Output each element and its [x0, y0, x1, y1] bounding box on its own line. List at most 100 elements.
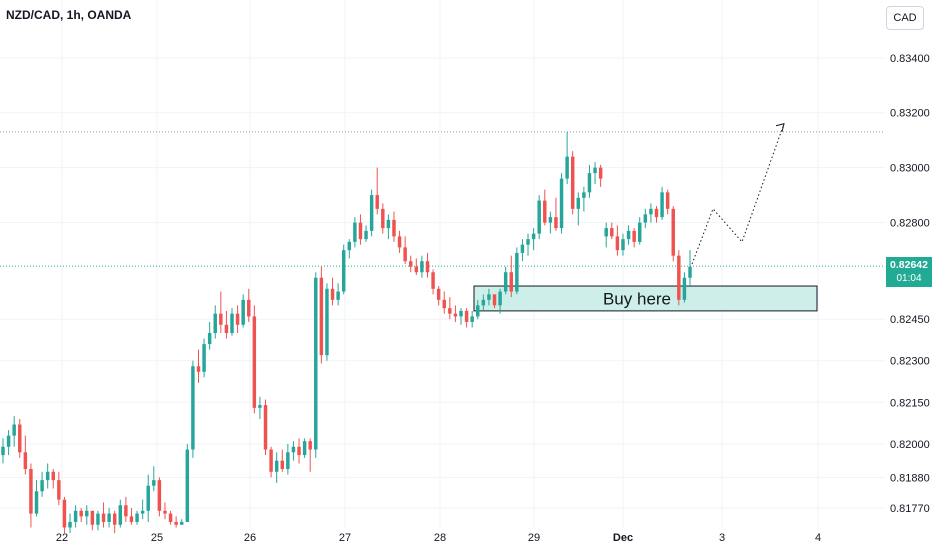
candle-body	[425, 261, 430, 273]
projection-line	[691, 123, 785, 265]
y-tick-label: 0.82000	[890, 439, 930, 451]
candle-body	[12, 424, 16, 436]
candle-body	[90, 510, 95, 525]
candle-body	[353, 222, 357, 242]
y-tick-label: 0.83000	[890, 163, 930, 175]
candle-body	[263, 405, 268, 450]
candle-body	[677, 255, 681, 300]
candle-body	[397, 236, 402, 248]
candle-body	[62, 499, 67, 528]
candle-body	[582, 192, 586, 198]
candle-body	[470, 316, 474, 322]
candle-body	[632, 230, 636, 242]
candle-body	[79, 510, 83, 517]
candle-body	[520, 244, 525, 253]
candle-body	[258, 405, 262, 408]
candle-body	[341, 250, 346, 292]
candle-body	[638, 222, 642, 242]
candle-body	[464, 310, 469, 322]
candle-body	[615, 236, 620, 251]
candle-body	[280, 460, 284, 469]
candle-body	[537, 200, 541, 234]
candle-body	[671, 208, 675, 256]
candle-body	[129, 516, 134, 522]
y-axis[interactable]: 0.83400 0.83200 0.83000 0.82800 0.82450 0.823…	[890, 53, 930, 515]
buy-zone[interactable]: Buy here	[473, 285, 818, 312]
candle-body	[526, 239, 530, 245]
candle-body	[654, 208, 659, 218]
candle-body	[381, 208, 385, 229]
candle-body	[118, 505, 123, 525]
candle-body	[492, 294, 497, 306]
candle-body	[476, 305, 480, 317]
candle-body	[610, 228, 614, 237]
candle-body	[660, 192, 664, 218]
price-levels	[0, 131, 885, 267]
candle-body	[73, 510, 78, 522]
candle-body	[453, 313, 458, 317]
y-tick-label: 0.81880	[890, 472, 930, 484]
candle-body	[487, 294, 491, 300]
candle-body	[509, 272, 513, 292]
candle-body	[386, 219, 391, 229]
candle-body	[269, 449, 273, 472]
candle-body	[241, 299, 245, 325]
x-axis[interactable]: 22 25 26 27 28 29 Dec 3 4	[56, 532, 821, 544]
candle-body	[375, 195, 379, 209]
candle-body	[442, 299, 446, 309]
y-tick-label: 0.82800	[890, 218, 930, 230]
candle-body	[157, 480, 162, 511]
y-tick-label: 0.82150	[890, 397, 930, 409]
candle-body	[531, 233, 536, 240]
candle-body	[392, 219, 396, 237]
candle-body	[414, 266, 419, 273]
candle-body	[274, 460, 279, 472]
candle-body	[336, 291, 340, 300]
candle-body	[45, 471, 50, 481]
candle-body	[308, 441, 312, 450]
candle-body	[23, 452, 28, 469]
candle-body	[325, 288, 329, 356]
candle-body	[498, 291, 502, 306]
buy-zone-rectangle[interactable]	[473, 285, 818, 312]
candle-body	[481, 299, 486, 306]
candle-countdown: 01:04	[896, 273, 922, 284]
candle-body	[688, 266, 692, 278]
candle-body	[459, 310, 463, 317]
candle-body	[247, 299, 251, 317]
y-tick-label: 0.82450	[890, 314, 930, 326]
candle-body	[68, 521, 72, 528]
candle-body	[302, 441, 307, 456]
candle-body	[96, 513, 100, 525]
candle-body	[207, 333, 212, 345]
candle-body	[174, 521, 178, 525]
candle-body	[196, 366, 201, 372]
candle-body	[213, 313, 217, 334]
current-price-tag: 0.82642 01:04	[886, 257, 932, 287]
candle-body	[403, 247, 407, 262]
candle-body	[140, 510, 145, 514]
candle-body	[358, 222, 363, 240]
x-tick-label: 28	[434, 532, 446, 544]
candle-body	[621, 239, 625, 251]
x-tick-label: 22	[56, 532, 68, 544]
grid	[0, 0, 885, 528]
candle-body	[180, 521, 184, 525]
candle-body	[40, 480, 44, 492]
currency-selector[interactable]: CAD	[886, 6, 924, 30]
current-price-value: 0.82642	[890, 259, 928, 271]
candle-body	[347, 241, 352, 251]
candle-body	[57, 480, 61, 500]
candle-body	[604, 228, 608, 237]
candle-body	[598, 167, 603, 179]
candle-body	[163, 510, 167, 514]
candle-body	[235, 313, 240, 325]
candle-body	[587, 173, 592, 193]
projected-path[interactable]	[691, 123, 785, 265]
candle-body	[330, 288, 335, 300]
x-tick-label: 26	[244, 532, 256, 544]
candle-body	[297, 446, 301, 456]
y-tick-label: 0.83400	[890, 53, 930, 65]
